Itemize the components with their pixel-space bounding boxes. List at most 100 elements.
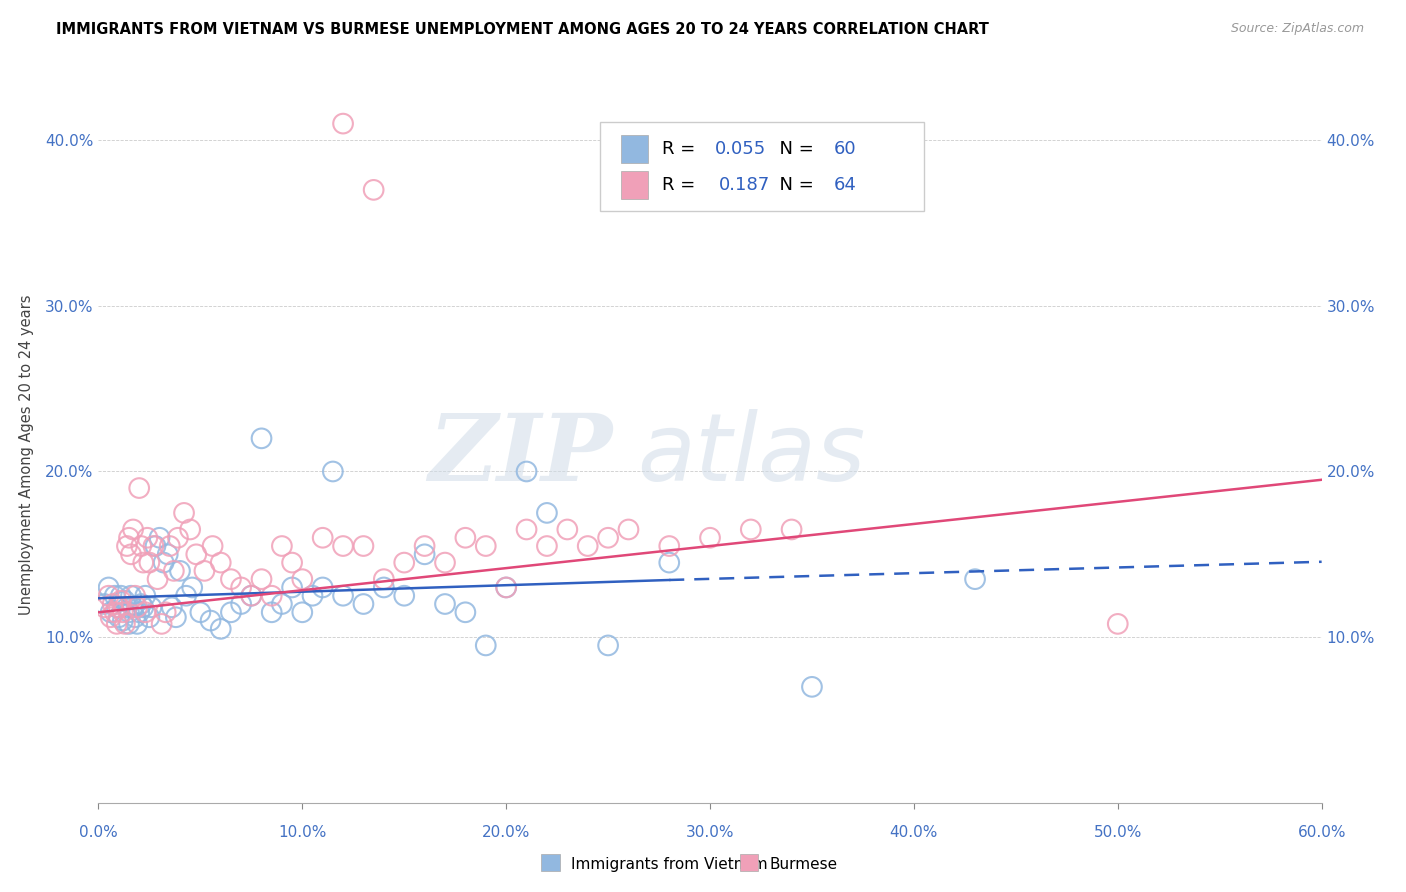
Text: R =: R = bbox=[662, 140, 702, 158]
Point bbox=[114, 593, 136, 607]
Point bbox=[193, 564, 215, 578]
Text: 60: 60 bbox=[834, 140, 856, 158]
Point bbox=[301, 589, 323, 603]
Text: atlas: atlas bbox=[637, 409, 865, 500]
Point bbox=[97, 581, 120, 595]
Point bbox=[201, 539, 224, 553]
Point bbox=[127, 600, 149, 615]
Point bbox=[110, 589, 132, 603]
Point bbox=[93, 600, 115, 615]
Text: 20.0%: 20.0% bbox=[482, 825, 530, 840]
Point bbox=[127, 616, 149, 631]
Point bbox=[332, 539, 354, 553]
Point bbox=[150, 616, 173, 631]
Text: 10.0%: 10.0% bbox=[278, 825, 326, 840]
Text: 64: 64 bbox=[834, 176, 856, 194]
Text: 50.0%: 50.0% bbox=[1094, 825, 1142, 840]
Point bbox=[454, 605, 477, 619]
Point bbox=[250, 431, 273, 445]
FancyBboxPatch shape bbox=[600, 122, 924, 211]
Point bbox=[134, 605, 156, 619]
Point bbox=[105, 600, 128, 615]
Point bbox=[122, 600, 145, 615]
Point bbox=[155, 605, 177, 619]
Point bbox=[270, 597, 294, 611]
Point bbox=[141, 600, 163, 615]
Point bbox=[352, 597, 374, 611]
Point bbox=[434, 597, 457, 611]
Point bbox=[181, 581, 204, 595]
Point bbox=[138, 556, 160, 570]
Point bbox=[260, 605, 283, 619]
Point bbox=[658, 556, 681, 570]
Point bbox=[120, 589, 142, 603]
Point bbox=[231, 581, 253, 595]
Point bbox=[186, 547, 208, 561]
Point bbox=[260, 589, 283, 603]
Point bbox=[167, 531, 190, 545]
Point bbox=[209, 622, 232, 636]
Point bbox=[495, 581, 517, 595]
Point bbox=[93, 597, 115, 611]
Point bbox=[740, 523, 762, 537]
Point bbox=[152, 556, 174, 570]
Point bbox=[115, 600, 138, 615]
Point bbox=[209, 556, 232, 570]
Point bbox=[122, 523, 145, 537]
Point bbox=[617, 523, 640, 537]
Text: N =: N = bbox=[768, 140, 820, 158]
Point bbox=[780, 523, 803, 537]
Point bbox=[240, 589, 263, 603]
Point bbox=[124, 610, 146, 624]
Point bbox=[240, 589, 263, 603]
Point bbox=[118, 531, 141, 545]
Point bbox=[200, 614, 222, 628]
Point bbox=[134, 589, 156, 603]
Point bbox=[138, 610, 160, 624]
Point bbox=[322, 465, 344, 479]
Point bbox=[312, 581, 335, 595]
FancyBboxPatch shape bbox=[620, 171, 648, 199]
Point bbox=[104, 605, 127, 619]
Point bbox=[363, 183, 385, 197]
Point bbox=[100, 610, 122, 624]
Point bbox=[142, 539, 165, 553]
Point bbox=[156, 547, 179, 561]
FancyBboxPatch shape bbox=[620, 135, 648, 162]
Point bbox=[516, 465, 538, 479]
Point bbox=[132, 600, 155, 615]
Point bbox=[149, 531, 172, 545]
Point bbox=[231, 597, 253, 611]
Point bbox=[111, 614, 134, 628]
Point bbox=[219, 572, 242, 586]
Point bbox=[129, 597, 152, 611]
Text: ZIP: ZIP bbox=[427, 410, 612, 500]
Point bbox=[128, 481, 150, 495]
Text: Burmese: Burmese bbox=[769, 857, 838, 871]
Point bbox=[179, 523, 201, 537]
Text: 0.0%: 0.0% bbox=[79, 825, 118, 840]
Point bbox=[160, 600, 183, 615]
Point bbox=[801, 680, 824, 694]
Point bbox=[108, 600, 131, 615]
Text: IMMIGRANTS FROM VIETNAM VS BURMESE UNEMPLOYMENT AMONG AGES 20 TO 24 YEARS CORREL: IMMIGRANTS FROM VIETNAM VS BURMESE UNEMP… bbox=[56, 22, 988, 37]
Point bbox=[146, 572, 169, 586]
Point bbox=[699, 531, 721, 545]
Point bbox=[392, 556, 416, 570]
Point bbox=[124, 589, 146, 603]
Point bbox=[434, 556, 457, 570]
Point bbox=[118, 605, 141, 619]
Point bbox=[104, 589, 127, 603]
Point bbox=[474, 539, 498, 553]
Point bbox=[101, 597, 124, 611]
Text: 0.187: 0.187 bbox=[718, 176, 770, 194]
Point bbox=[136, 531, 159, 545]
Point bbox=[105, 616, 128, 631]
Text: Source: ZipAtlas.com: Source: ZipAtlas.com bbox=[1230, 22, 1364, 36]
Point bbox=[173, 506, 195, 520]
Point bbox=[965, 572, 987, 586]
Point bbox=[281, 581, 304, 595]
Point bbox=[188, 605, 212, 619]
Point bbox=[169, 564, 191, 578]
Point bbox=[576, 539, 599, 553]
